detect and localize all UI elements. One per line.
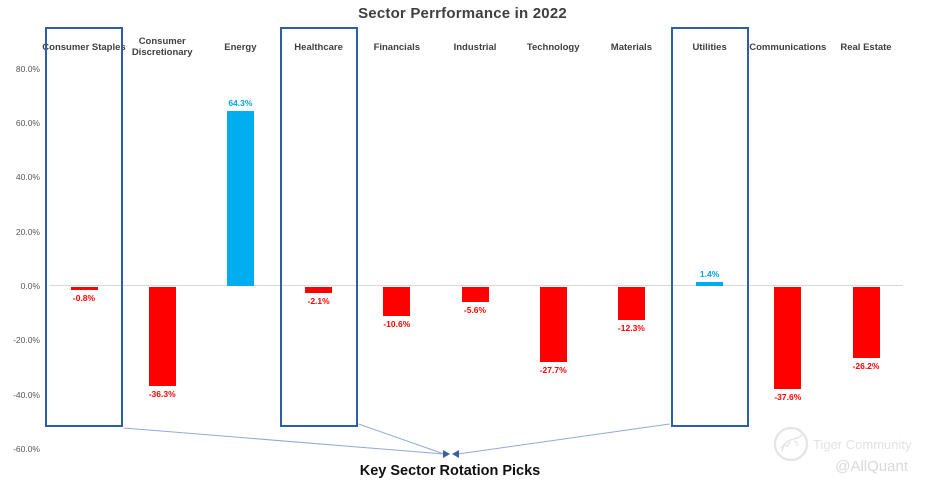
value-label-consumer-staples: -0.8% [72,293,96,303]
bar-materials [617,287,645,321]
category-label-consumer-staples: Consumer Staples [42,41,126,53]
y-axis-tick: -20.0% [13,335,40,346]
zero-gridline [50,285,903,286]
value-label-technology: -27.7% [539,365,567,376]
y-axis-tick: 60.0% [15,118,40,129]
category-label-financials: Financials [373,41,421,53]
bar-healthcare [305,287,333,293]
value-label-real-estate: -26.2% [852,361,880,372]
annotation-label: Key Sector Rotation Picks [359,463,541,479]
category-label-communications: Communications [749,41,827,53]
category-label-materials: Materials [610,41,652,53]
category-label-energy: Energy [224,41,257,53]
tiger-community-logo-icon [773,426,809,462]
y-axis-tick: 80.0% [15,63,40,74]
bar-technology [539,287,567,363]
bar-consumer-staples [70,287,98,290]
bar-energy [226,111,254,286]
bar-utilities [696,282,724,286]
value-label-healthcare: -2.1% [307,295,330,306]
y-axis-tick: 0.0% [20,281,40,291]
value-label-financials: -10.6% [383,318,411,329]
value-label-consumer-discretionary: -36.3% [148,388,176,399]
watermark-handle: @AllQuant [835,458,908,475]
y-axis-tick: -60.0% [13,443,40,454]
category-label-consumer-discretionary: Consumer Discretionary [131,36,193,58]
category-label-real-estate: Real Estate [840,41,892,53]
bar-real-estate [852,287,880,359]
category-label-utilities: Utilities [692,41,727,53]
highlight-box-healthcare [279,27,358,427]
value-label-energy: 64.3% [228,98,253,109]
bar-financials [383,287,411,316]
value-label-communications: -37.6% [774,392,802,403]
watermark-brand: Tiger Community [813,437,912,452]
category-label-industrial: Industrial [453,41,497,53]
bar-industrial [461,287,489,303]
value-label-industrial: -5.6% [463,305,487,316]
highlight-box-utilities [670,27,749,427]
y-axis-tick: 20.0% [15,226,40,237]
chart-title: Sector Perrformance in 2022 [358,5,567,22]
value-label-materials: -12.3% [617,323,645,334]
category-label-technology: Technology [526,41,580,53]
y-axis-tick: 40.0% [15,172,40,183]
value-label-utilities: 1.4% [699,269,720,280]
bar-communications [774,287,802,390]
y-axis-tick: -40.0% [13,389,40,400]
bar-consumer-discretionary [148,287,176,386]
highlight-box-consumer-staples [45,27,123,427]
category-label-healthcare: Healthcare [294,41,343,53]
